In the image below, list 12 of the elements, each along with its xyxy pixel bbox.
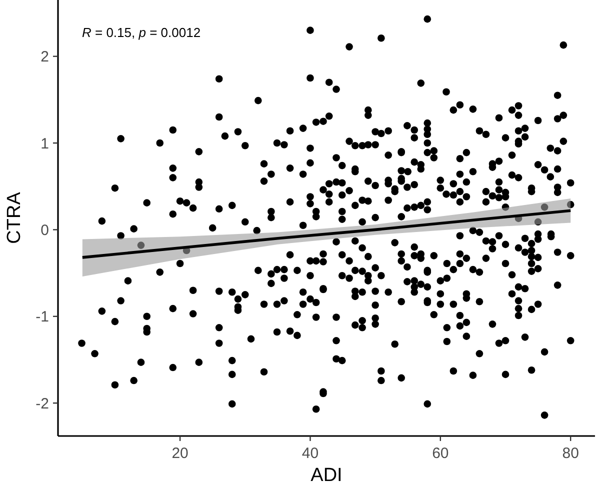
x-tick-label: 20 [172, 445, 188, 462]
x-tick-label: 40 [302, 445, 319, 462]
x-tick-label: 60 [432, 445, 449, 462]
y-axis-title: CTRA [4, 192, 25, 244]
y-tick-label: -1 [36, 308, 49, 326]
y-tick-label: -2 [36, 395, 49, 412]
x-axis-title: ADI [310, 465, 342, 486]
annotation: R = 0.15, p = 0.0012 [82, 25, 201, 40]
y-tick-label: 1 [40, 135, 49, 152]
y-tick-label: 0 [40, 222, 49, 239]
y-tick-label: 2 [40, 48, 49, 66]
x-tick-label: 80 [562, 445, 579, 462]
